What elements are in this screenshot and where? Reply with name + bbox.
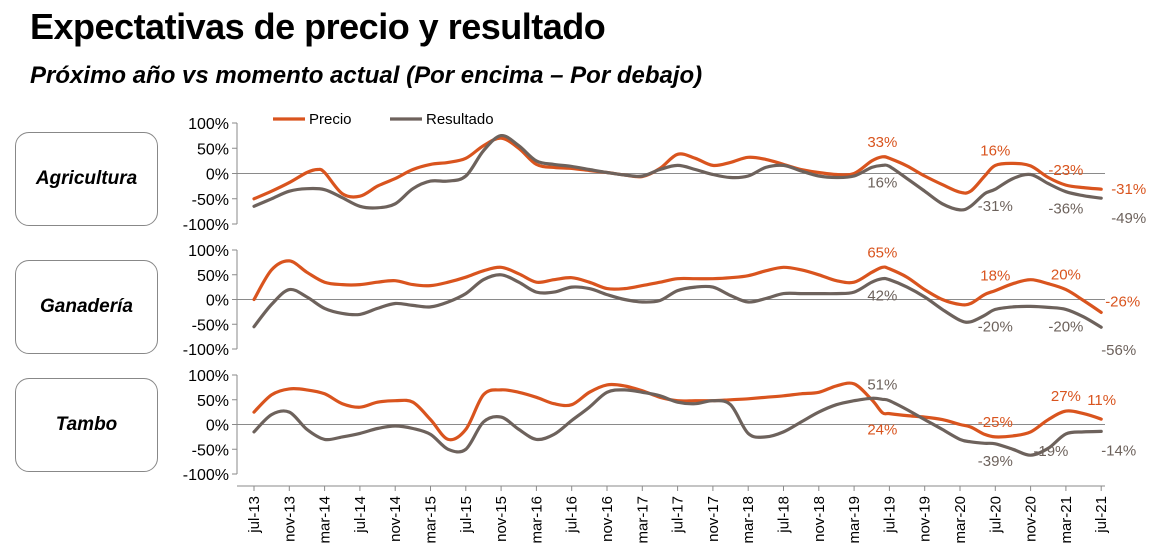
data-label: -26%: [1105, 293, 1140, 310]
data-label: 42%: [867, 288, 897, 305]
data-label: 20%: [1051, 267, 1081, 284]
series-line-resultado: [252, 388, 1103, 457]
x-tick-label: nov-19: [917, 496, 934, 542]
y-tick-label: 100%: [188, 116, 229, 133]
x-tick-label: mar-15: [423, 496, 440, 544]
data-label: -31%: [1111, 181, 1146, 198]
data-label: -25%: [978, 414, 1013, 431]
x-tick-label: jul-14: [352, 496, 369, 534]
x-tick-label: mar-21: [1058, 496, 1075, 544]
x-tick-label: jul-13: [246, 496, 263, 534]
y-tick-label: 0%: [206, 418, 229, 435]
data-label: -56%: [1101, 342, 1136, 359]
x-tick-label: jul-20: [987, 496, 1004, 534]
x-tick-label: jul-21: [1093, 496, 1110, 534]
y-tick-label: -50%: [192, 192, 229, 209]
y-tick-label: 0%: [206, 293, 229, 310]
x-tick-label: jul-15: [458, 496, 475, 534]
panel-label-agricultura: Agricultura: [15, 132, 158, 226]
series-line-resultado: [252, 273, 1103, 329]
data-label: 65%: [867, 244, 897, 261]
data-label: 51%: [867, 376, 897, 393]
data-label: -23%: [1048, 162, 1083, 179]
y-tick-label: -100%: [183, 467, 229, 484]
x-tick-label: nov-15: [493, 496, 510, 542]
y-tick-label: -50%: [192, 317, 229, 334]
y-tick-label: 50%: [197, 141, 229, 158]
x-tick-label: mar-14: [317, 496, 334, 544]
x-tick-label: jul-17: [670, 496, 687, 534]
data-label: 11%: [1087, 392, 1116, 409]
y-tick-label: 100%: [188, 368, 229, 385]
data-label: -14%: [1101, 442, 1136, 459]
y-tick-label: -50%: [192, 442, 229, 459]
series-line-precio: [252, 136, 1103, 201]
x-tick-label: nov-20: [1023, 496, 1040, 542]
x-tick-label: nov-14: [387, 496, 404, 542]
x-tick-label: mar-16: [528, 496, 545, 544]
chart-title: Expectativas de precio y resultado: [30, 6, 606, 47]
y-tick-label: -100%: [183, 342, 229, 359]
chart-subtitle: Próximo año vs momento actual (Por encim…: [30, 62, 703, 89]
x-tick-label: jul-19: [881, 496, 898, 534]
data-label: 16%: [980, 142, 1010, 159]
x-tick-label: jul-18: [776, 496, 793, 534]
x-tick-label: mar-19: [846, 496, 863, 544]
panel-label-tambo: Tambo: [15, 378, 158, 472]
y-tick-label: 100%: [188, 243, 229, 260]
x-tick-label: nov-18: [811, 496, 828, 542]
x-tick-label: mar-20: [952, 496, 969, 544]
data-label: 24%: [867, 422, 897, 439]
x-tick-label: mar-17: [634, 496, 651, 544]
y-tick-label: -100%: [183, 217, 229, 234]
data-label: -19%: [1033, 443, 1068, 460]
data-label: -49%: [1111, 210, 1146, 227]
data-label: -36%: [1048, 201, 1083, 218]
data-label: 18%: [980, 268, 1010, 285]
series-line-resultado: [252, 133, 1103, 212]
x-tick-label: nov-13: [281, 496, 298, 542]
x-tick-label: jul-16: [564, 496, 581, 534]
data-label: -20%: [978, 318, 1013, 335]
y-tick-label: 0%: [206, 167, 229, 184]
data-label: 16%: [867, 174, 897, 191]
data-label: -31%: [978, 198, 1013, 215]
x-tick-label: nov-17: [705, 496, 722, 542]
panel-label-ganaderia: Ganadería: [15, 260, 158, 354]
legend-label-resultado: Resultado: [426, 111, 494, 128]
data-label: 27%: [1051, 388, 1081, 405]
data-label: -39%: [978, 453, 1013, 470]
series-line-precio: [252, 381, 1103, 442]
data-label: -20%: [1048, 318, 1083, 335]
x-tick-label: mar-18: [740, 496, 757, 544]
legend-label-precio: Precio: [309, 111, 352, 128]
y-tick-label: 50%: [197, 268, 229, 285]
y-tick-label: 50%: [197, 393, 229, 410]
x-tick-label: nov-16: [599, 496, 616, 542]
series-line-precio: [252, 259, 1103, 314]
data-label: 33%: [867, 134, 897, 151]
